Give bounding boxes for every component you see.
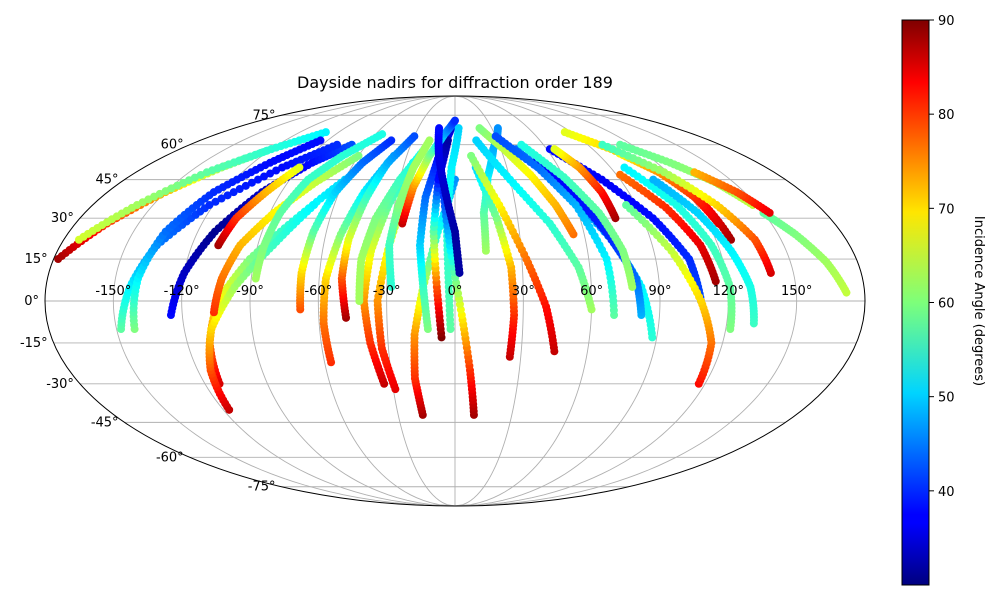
nadir-point (247, 178, 256, 187)
lat-tick-label: 15° (25, 252, 48, 267)
lat-tick-label: -30° (46, 377, 74, 392)
nadir-point (435, 124, 444, 133)
nadir-point (598, 140, 607, 149)
nadir-point (622, 201, 631, 210)
nadir-point (241, 181, 250, 190)
nadir-point (321, 128, 330, 137)
nadir-point (425, 136, 434, 145)
nadir-point (378, 130, 387, 139)
nadir-point (310, 201, 319, 210)
nadir-point (316, 136, 325, 145)
lat-tick-label: -45° (91, 415, 119, 430)
lon-tick-label: -90° (236, 284, 264, 299)
lat-tick-label: 30° (51, 211, 74, 226)
lon-gridline (454, 95, 661, 507)
lat-tick-label: 0° (24, 294, 39, 309)
nadir-point (211, 197, 220, 206)
nadir-point (472, 136, 481, 145)
lon-gridline (249, 95, 456, 507)
chart-title: Dayside nadirs for diffraction order 189 (297, 73, 613, 92)
nadir-point (616, 170, 625, 179)
colorbar-tick-label: 60 (938, 297, 955, 312)
nadir-point (223, 191, 232, 200)
nadir-point (272, 166, 281, 175)
colorbar: 40 50 60 70 80 90 Incidence Angle (degrees) (901, 14, 986, 586)
colorbar-tick-label: 40 (938, 485, 955, 500)
nadir-point (467, 151, 476, 160)
nadir-point (560, 128, 569, 137)
lat-tick-label: -60° (156, 450, 184, 465)
lon-tick-label: 150° (781, 284, 812, 299)
nadir-point (491, 132, 500, 141)
lat-tick-label: -75° (248, 480, 276, 495)
lon-tick-label: 120° (713, 284, 744, 299)
lon-tick-label: -60° (304, 284, 332, 299)
nadir-point (620, 163, 629, 172)
lat-tick-label: 45° (96, 173, 119, 188)
colorbar-ticks: 40 50 60 70 80 90 (929, 14, 955, 500)
nadir-point (493, 124, 502, 133)
nadir-point (260, 172, 269, 181)
colorbar-tick-label: 80 (938, 108, 955, 123)
nadir-point (235, 184, 244, 193)
lon-tick-label: -120° (164, 284, 200, 299)
lon-tick-label: 30° (512, 284, 535, 299)
lon-tick-label: 60° (580, 284, 603, 299)
lat-tick-label: 75° (252, 108, 275, 123)
nadir-point (205, 201, 214, 210)
nadir-point (451, 116, 459, 125)
colorbar-tick-label: 90 (938, 14, 955, 29)
nadir-point (454, 124, 463, 133)
nadir-point (266, 169, 275, 178)
nadir-point (616, 140, 625, 149)
colorbar-tick-label: 50 (938, 391, 955, 406)
nadir-point (217, 194, 226, 203)
nadir-points (54, 116, 851, 419)
nadir-point (475, 124, 484, 133)
lon-tick-label: -30° (373, 284, 401, 299)
lon-tick-label: -150° (95, 284, 131, 299)
nadir-point (253, 175, 262, 184)
nadir-point (410, 132, 419, 141)
nadir-point (690, 168, 699, 177)
lat-tick-label: -15° (20, 336, 48, 351)
lat-tick-label: 60° (161, 138, 184, 153)
colorbar-label: Incidence Angle (degrees) (971, 216, 986, 386)
lon-gridline (112, 95, 456, 507)
colorbar-tick-label: 70 (938, 202, 955, 217)
nadir-point (333, 140, 342, 149)
nadir-point (550, 145, 559, 154)
nadir-point (354, 151, 363, 160)
nadir-point (387, 136, 396, 145)
nadir-point (517, 140, 526, 149)
map-outline (44, 95, 866, 507)
lon-gridline (454, 95, 798, 507)
longitude-tick-labels: -150° -120° -90° -60° -30° 0° 30° 60° 90° 120° 150… (95, 284, 812, 299)
lon-tick-label: 0° (448, 284, 463, 299)
nadir-point (649, 175, 658, 184)
colorbar-gradient (901, 19, 930, 586)
lon-tick-label: 90° (648, 284, 671, 299)
nadir-point (295, 163, 304, 172)
nadir-point (229, 188, 238, 197)
